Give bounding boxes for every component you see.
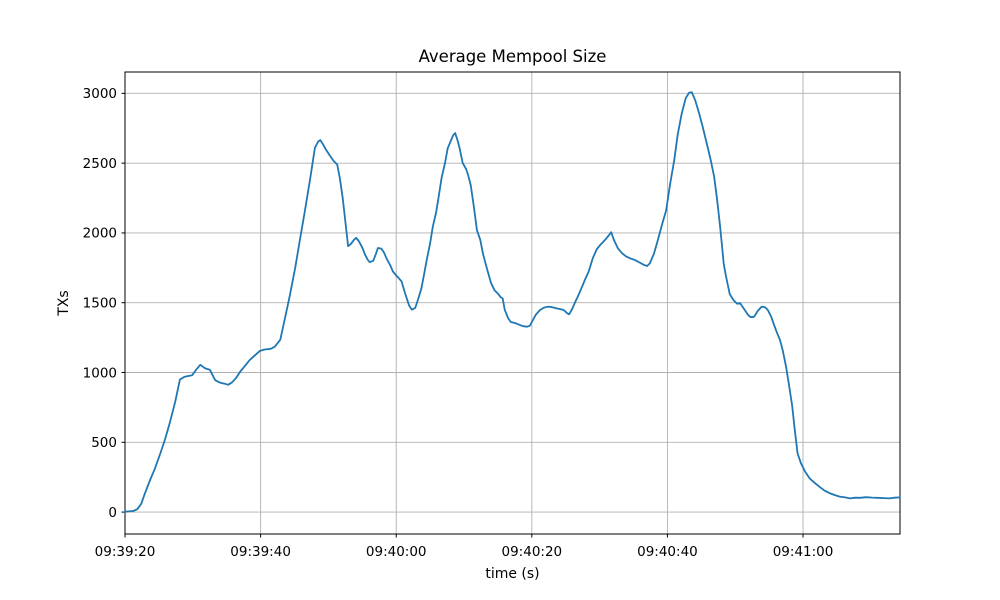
x-tick-label: 09:40:40 [637,544,698,560]
y-axis-label: TXs [56,290,72,316]
y-tick-label: 500 [91,435,117,451]
series-line-mempool [124,91,901,513]
y-tick-label: 2500 [83,156,117,172]
y-tick-label: 1000 [83,365,117,381]
x-axis-label: time (s) [485,566,539,582]
chart-title: Average Mempool Size [419,47,607,66]
x-tick-label: 09:40:20 [502,544,563,560]
x-tick-label: 09:39:20 [95,544,156,560]
x-tick-label: 09:40:00 [366,544,427,560]
y-tick-label: 3000 [83,86,117,102]
x-tick-label: 09:41:00 [773,544,834,560]
plot-frame [124,71,901,535]
y-tick-label: 0 [108,505,117,521]
axis-ticks: 09:39:20 09:39:40 09:40:00 09:40:20 09:40:40… [83,86,834,560]
y-tick-label: 1500 [83,296,117,312]
x-tick-label: 09:39:40 [230,544,291,560]
y-tick-label: 2000 [83,226,117,242]
grid-lines [124,72,900,534]
